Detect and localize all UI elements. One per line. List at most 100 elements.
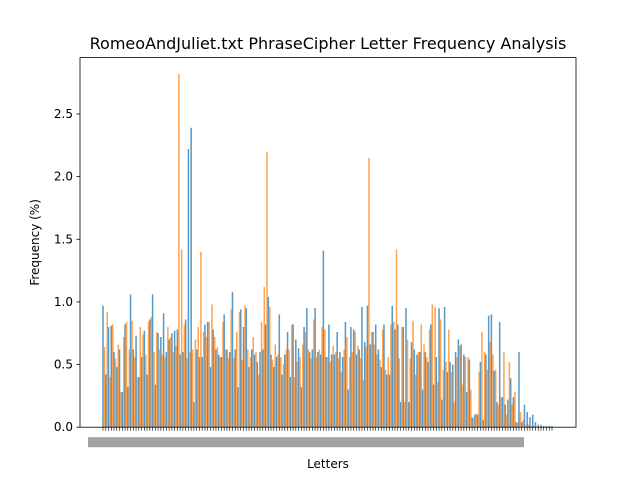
bar <box>487 315 490 428</box>
bar <box>193 402 195 428</box>
bar <box>149 319 151 428</box>
bar <box>213 336 216 428</box>
bar <box>398 358 400 428</box>
bar <box>343 349 345 428</box>
bar <box>266 151 268 428</box>
bar <box>446 372 449 428</box>
x-tick-labels-overlap <box>88 437 524 448</box>
bar <box>315 357 318 428</box>
bar <box>190 127 192 428</box>
bar <box>124 324 126 428</box>
bar <box>248 367 250 428</box>
bar <box>241 359 243 428</box>
bar <box>179 354 181 428</box>
bar <box>525 424 527 428</box>
bar <box>413 349 416 428</box>
bar <box>395 249 398 428</box>
bar <box>514 392 516 428</box>
bar <box>494 369 497 428</box>
bar <box>428 329 431 428</box>
bar <box>107 326 110 428</box>
bar <box>198 357 201 428</box>
bar <box>147 321 150 428</box>
bar <box>278 314 281 428</box>
bar <box>269 306 271 428</box>
bar <box>363 342 366 428</box>
bar <box>464 357 467 428</box>
bar <box>359 358 362 428</box>
bar <box>318 349 321 428</box>
bar <box>238 311 241 428</box>
bar <box>197 326 199 428</box>
bar <box>402 326 405 428</box>
bar <box>408 402 410 428</box>
bar <box>313 319 315 428</box>
bar <box>161 354 164 428</box>
y-tick-label: 0.0 <box>54 420 73 434</box>
bar <box>228 352 231 428</box>
bar <box>511 404 513 428</box>
bar <box>350 326 352 428</box>
bar <box>537 424 539 428</box>
bar <box>454 352 457 428</box>
bar <box>201 357 203 428</box>
bar <box>459 345 461 428</box>
bar <box>365 347 367 428</box>
bar <box>299 357 301 428</box>
bar <box>172 352 175 428</box>
bar <box>344 321 347 428</box>
bar <box>103 347 106 428</box>
bar <box>273 367 275 428</box>
bar <box>330 354 333 428</box>
bar <box>281 374 283 428</box>
bar <box>259 352 261 428</box>
bar <box>377 349 380 428</box>
bar <box>527 424 530 428</box>
y-tick-label: 2.5 <box>54 107 73 121</box>
bar <box>381 329 384 428</box>
bar <box>483 352 486 428</box>
bar <box>380 367 382 428</box>
bar <box>540 424 542 428</box>
bar <box>109 377 111 428</box>
bar <box>509 378 512 428</box>
bar <box>340 372 343 428</box>
bar <box>245 308 247 428</box>
bar <box>237 387 239 428</box>
bar <box>485 354 487 428</box>
bar <box>437 382 439 428</box>
bar <box>284 354 286 428</box>
bar <box>183 324 186 428</box>
bar <box>476 414 479 428</box>
bar <box>456 357 458 428</box>
bar <box>145 354 147 428</box>
bar <box>212 329 214 428</box>
bar <box>424 352 427 428</box>
y-tick-label: 1.0 <box>54 295 73 309</box>
bar <box>529 417 531 428</box>
bar <box>396 324 399 428</box>
bar <box>443 306 446 428</box>
bar <box>235 331 238 428</box>
bar <box>461 384 464 428</box>
bar <box>255 352 257 428</box>
y-axis-label: Frequency (%) <box>28 199 42 286</box>
bar <box>285 349 288 428</box>
bar <box>300 387 303 428</box>
bar <box>160 336 162 428</box>
bar <box>423 344 425 428</box>
bar <box>358 349 360 428</box>
bar <box>417 352 420 428</box>
bar <box>117 344 120 428</box>
bar <box>463 354 465 428</box>
bar <box>280 357 282 428</box>
bar <box>467 357 469 428</box>
bar <box>439 319 442 428</box>
bar <box>333 354 336 428</box>
bar <box>253 354 256 428</box>
bar <box>139 326 142 428</box>
bar <box>153 352 155 428</box>
bar <box>143 330 146 428</box>
bar <box>500 397 502 428</box>
bar <box>274 344 277 428</box>
